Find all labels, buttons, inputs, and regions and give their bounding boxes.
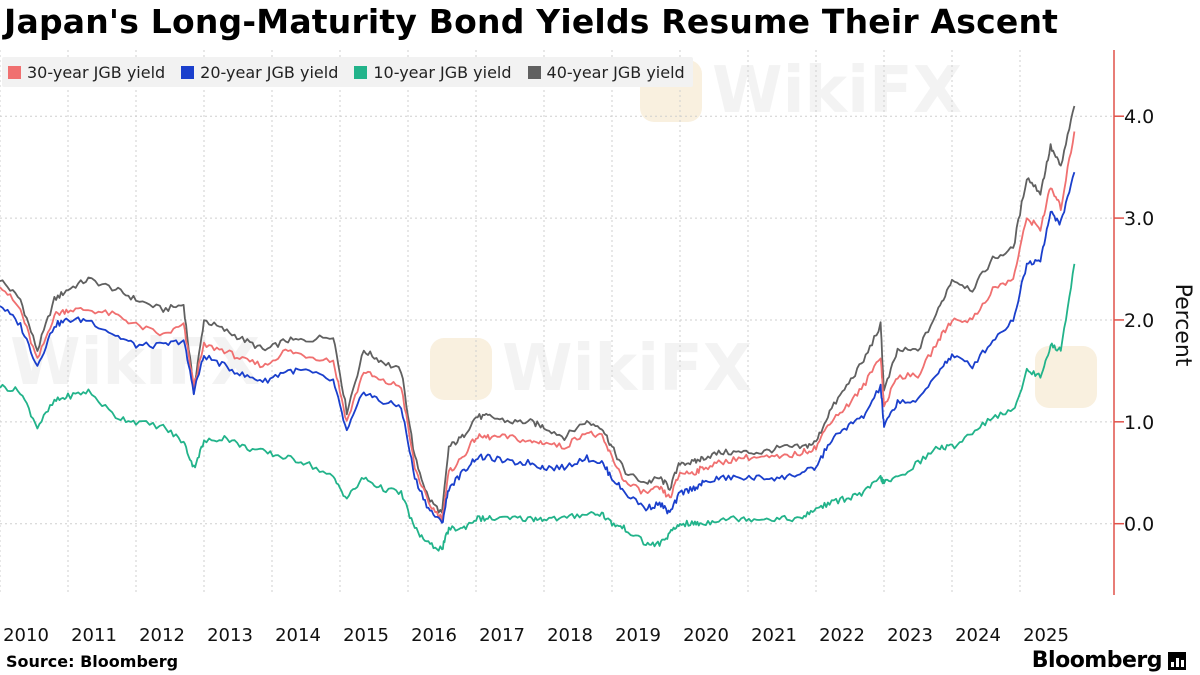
watermark: WikiFX xyxy=(430,332,752,406)
x-tick-label: 2018 xyxy=(547,625,593,646)
x-tick-label: 2021 xyxy=(751,625,797,646)
x-tick-label: 2015 xyxy=(343,625,389,646)
y-tick-label: 2.0 xyxy=(1124,310,1154,332)
x-tick-label: 2017 xyxy=(479,625,525,646)
y-tick-label: 3.0 xyxy=(1124,208,1154,230)
legend-label: 30-year JGB yield xyxy=(27,62,166,82)
legend-item: 30-year JGB yield xyxy=(8,63,165,82)
chart-title: Japan's Long-Maturity Bond Yields Resume… xyxy=(4,2,1059,41)
watermark-text: WikiFX xyxy=(712,54,963,128)
x-tick-label: 2011 xyxy=(71,625,117,646)
x-tick-label: 2022 xyxy=(819,625,865,646)
legend-swatch xyxy=(181,65,195,79)
legend-swatch xyxy=(8,65,21,79)
series-line-10-year-jgb-yield xyxy=(0,263,1076,552)
legend-item: 40-year JGB yield xyxy=(527,62,685,82)
watermark-logo-icon xyxy=(1035,346,1097,408)
x-tick-label: 2025 xyxy=(1023,625,1069,646)
legend-swatch xyxy=(527,65,541,79)
x-tick-label: 2014 xyxy=(275,625,321,646)
x-tick-label: 2020 xyxy=(683,625,729,646)
watermark xyxy=(1035,346,1107,408)
watermark-text: WikiFX xyxy=(502,332,753,406)
watermark: WikiFX xyxy=(640,54,962,128)
x-tick-label: 2024 xyxy=(955,625,1001,646)
legend-label: 40-year JGB yield xyxy=(546,62,685,82)
brand: Bloomberg xyxy=(1032,648,1186,673)
x-tick-label: 2023 xyxy=(887,625,933,646)
x-tick-label: 2012 xyxy=(139,625,185,646)
bloomberg-terminal-icon xyxy=(1168,651,1186,670)
watermark-logo-icon xyxy=(430,338,492,400)
brand-name: Bloomberg xyxy=(1031,648,1163,673)
x-tick-label: 2010 xyxy=(3,625,49,646)
y-tick-label: 1.0 xyxy=(1124,412,1154,434)
x-tick-label: 2019 xyxy=(615,625,661,646)
legend-item: 10-year JGB yield xyxy=(354,62,512,82)
y-tick-label: 4.0 xyxy=(1124,106,1154,128)
series-line-40-year-jgb-yield xyxy=(0,105,1076,514)
legend-swatch xyxy=(354,65,368,79)
y-tick-label: 0.0 xyxy=(1124,514,1154,536)
y-axis-label: Percent xyxy=(1170,284,1195,367)
x-tick-label: 2013 xyxy=(207,625,253,646)
legend-label: 20-year JGB yield xyxy=(200,62,339,82)
chart-legend: 30-year JGB yield 20-year JGB yield 10-yea… xyxy=(2,57,693,87)
source-note: Source: Bloomberg xyxy=(6,652,179,671)
series-line-30-year-jgb-yield xyxy=(0,131,1076,523)
legend-item: 20-year JGB yield xyxy=(181,63,338,82)
series-line-20-year-jgb-yield xyxy=(0,171,1076,524)
legend-label: 10-year JGB yield xyxy=(373,62,512,82)
x-tick-label: 2016 xyxy=(411,625,457,646)
